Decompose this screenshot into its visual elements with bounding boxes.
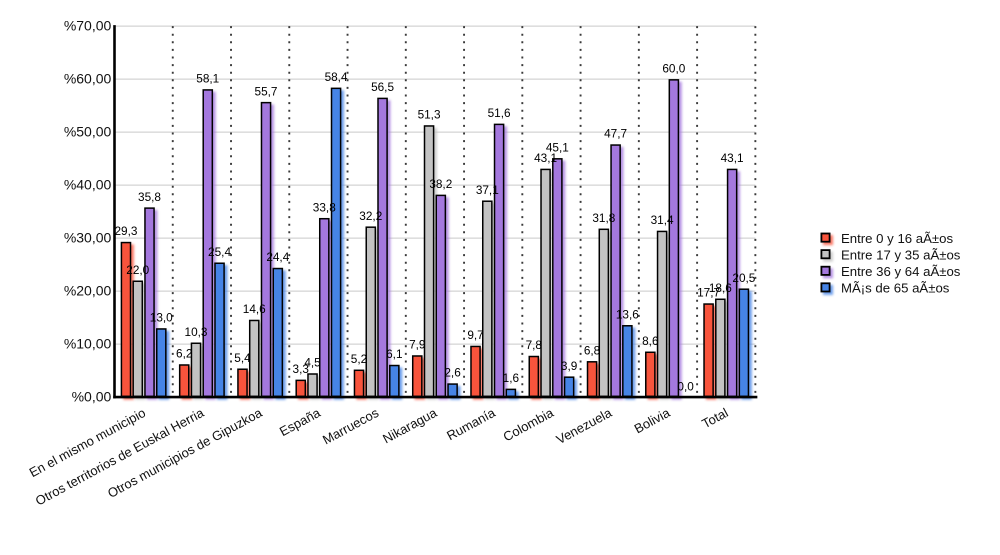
svg-text:51,3: 51,3 — [418, 108, 441, 122]
svg-text:58,4: 58,4 — [325, 70, 348, 84]
svg-text:43,1: 43,1 — [534, 151, 557, 165]
svg-text:60,0: 60,0 — [662, 62, 685, 76]
svg-text:%10,00: %10,00 — [64, 336, 112, 352]
svg-text:3,9: 3,9 — [561, 359, 577, 373]
svg-text:6,8: 6,8 — [584, 343, 601, 357]
svg-text:4,5: 4,5 — [304, 356, 321, 370]
svg-text:0,0: 0,0 — [677, 380, 694, 394]
svg-text:25,4: 25,4 — [208, 245, 231, 259]
svg-text:24,4: 24,4 — [266, 250, 289, 264]
svg-text:22,0: 22,0 — [126, 263, 149, 277]
svg-text:13,6: 13,6 — [616, 307, 639, 321]
svg-text:32,2: 32,2 — [359, 209, 382, 223]
svg-text:55,7: 55,7 — [255, 84, 278, 98]
svg-text:2,6: 2,6 — [444, 366, 461, 380]
svg-text:18,6: 18,6 — [709, 281, 732, 295]
svg-text:6,2: 6,2 — [176, 347, 192, 361]
svg-text:29,3: 29,3 — [114, 224, 137, 238]
svg-text:33,8: 33,8 — [313, 200, 336, 214]
svg-text:9,7: 9,7 — [467, 328, 483, 342]
svg-text:31,8: 31,8 — [592, 211, 615, 225]
svg-text:7,9: 7,9 — [409, 338, 425, 352]
svg-text:8,6: 8,6 — [642, 334, 659, 348]
svg-text:13,0: 13,0 — [150, 311, 173, 325]
svg-text:5,4: 5,4 — [234, 351, 251, 365]
svg-text:%30,00: %30,00 — [64, 230, 112, 246]
svg-text:10,3: 10,3 — [185, 325, 208, 339]
svg-text:45,1: 45,1 — [546, 140, 569, 154]
svg-text:%40,00: %40,00 — [64, 177, 112, 193]
svg-text:%60,00: %60,00 — [64, 71, 112, 87]
svg-text:%50,00: %50,00 — [64, 124, 112, 140]
svg-text:%20,00: %20,00 — [64, 283, 112, 299]
svg-text:20,5: 20,5 — [732, 271, 755, 285]
svg-text:5,2: 5,2 — [351, 352, 367, 366]
svg-text:51,6: 51,6 — [488, 106, 511, 120]
svg-text:35,8: 35,8 — [138, 190, 161, 204]
svg-text:6,1: 6,1 — [386, 347, 402, 361]
svg-text:%0,00: %0,00 — [72, 389, 112, 405]
svg-text:7,8: 7,8 — [526, 338, 543, 352]
svg-text:17,7: 17,7 — [697, 286, 720, 300]
svg-text:37,1: 37,1 — [476, 183, 499, 197]
svg-text:3,3: 3,3 — [293, 362, 310, 376]
svg-text:1,6: 1,6 — [503, 371, 520, 385]
svg-text:31,4: 31,4 — [651, 213, 674, 227]
svg-text:MÃ¡s de 65 aÃ±os: MÃ¡s de 65 aÃ±os — [841, 281, 950, 296]
svg-text:14,6: 14,6 — [243, 302, 266, 316]
svg-text:43,1: 43,1 — [721, 151, 744, 165]
svg-text:47,7: 47,7 — [604, 127, 627, 141]
svg-text:38,2: 38,2 — [429, 177, 452, 191]
svg-text:56,5: 56,5 — [371, 80, 394, 94]
svg-text:%70,00: %70,00 — [64, 18, 112, 34]
svg-text:Entre 0 y 16 aÃ±os: Entre 0 y 16 aÃ±os — [841, 231, 953, 246]
svg-text:Entre 36 y 64 aÃ±os: Entre 36 y 64 aÃ±os — [841, 264, 961, 279]
svg-text:58,1: 58,1 — [196, 72, 219, 86]
svg-text:Entre 17 y 35 aÃ±os: Entre 17 y 35 aÃ±os — [841, 248, 961, 263]
